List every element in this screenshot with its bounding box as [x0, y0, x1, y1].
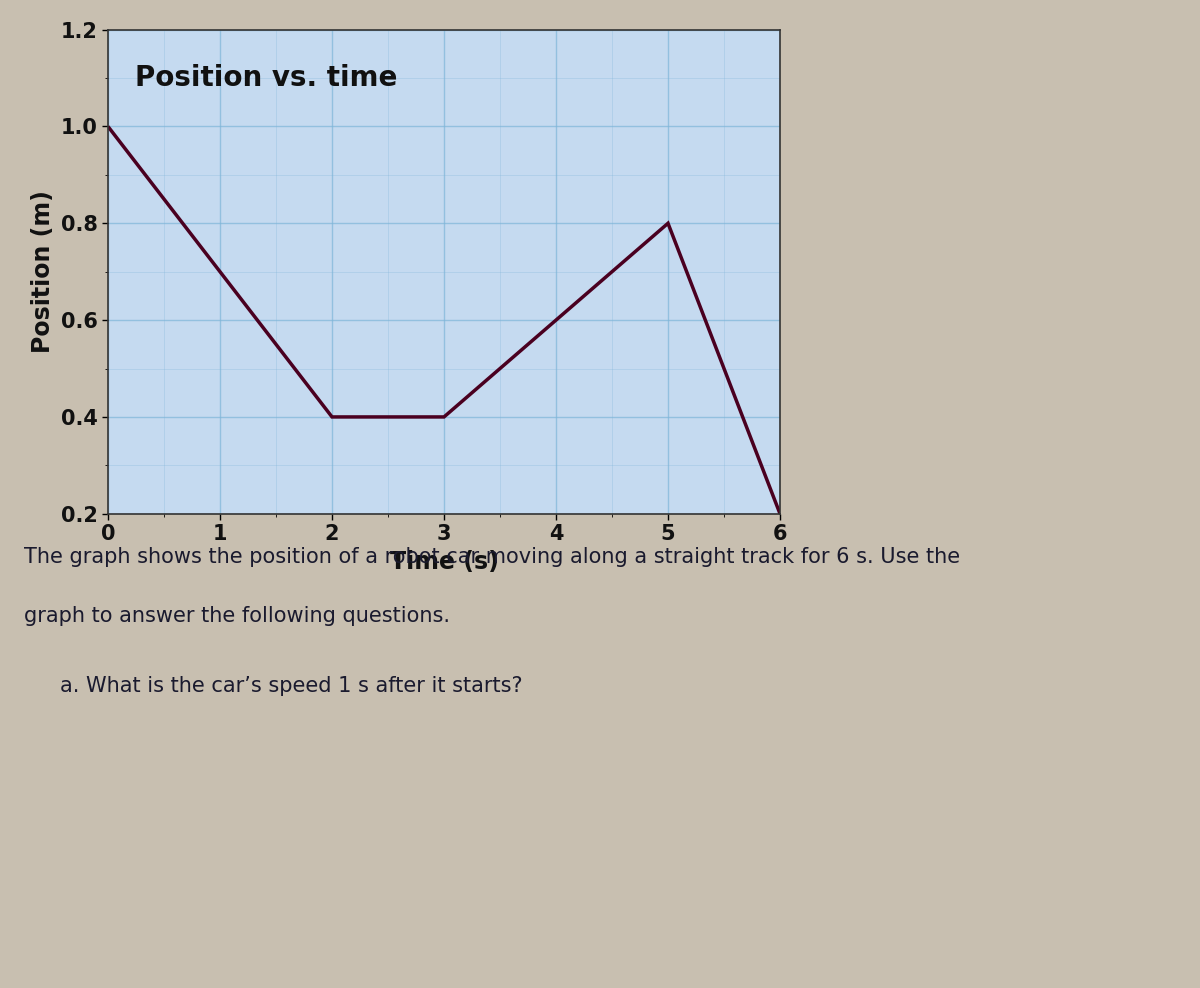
- Text: a. What is the car’s speed 1 s after it starts?: a. What is the car’s speed 1 s after it …: [60, 676, 523, 696]
- Text: The graph shows the position of a robot car moving along a straight track for 6 : The graph shows the position of a robot …: [24, 547, 960, 567]
- Y-axis label: Position (m): Position (m): [31, 191, 55, 353]
- Text: Position vs. time: Position vs. time: [134, 63, 397, 92]
- X-axis label: Time (s): Time (s): [390, 549, 498, 574]
- Text: graph to answer the following questions.: graph to answer the following questions.: [24, 607, 450, 626]
